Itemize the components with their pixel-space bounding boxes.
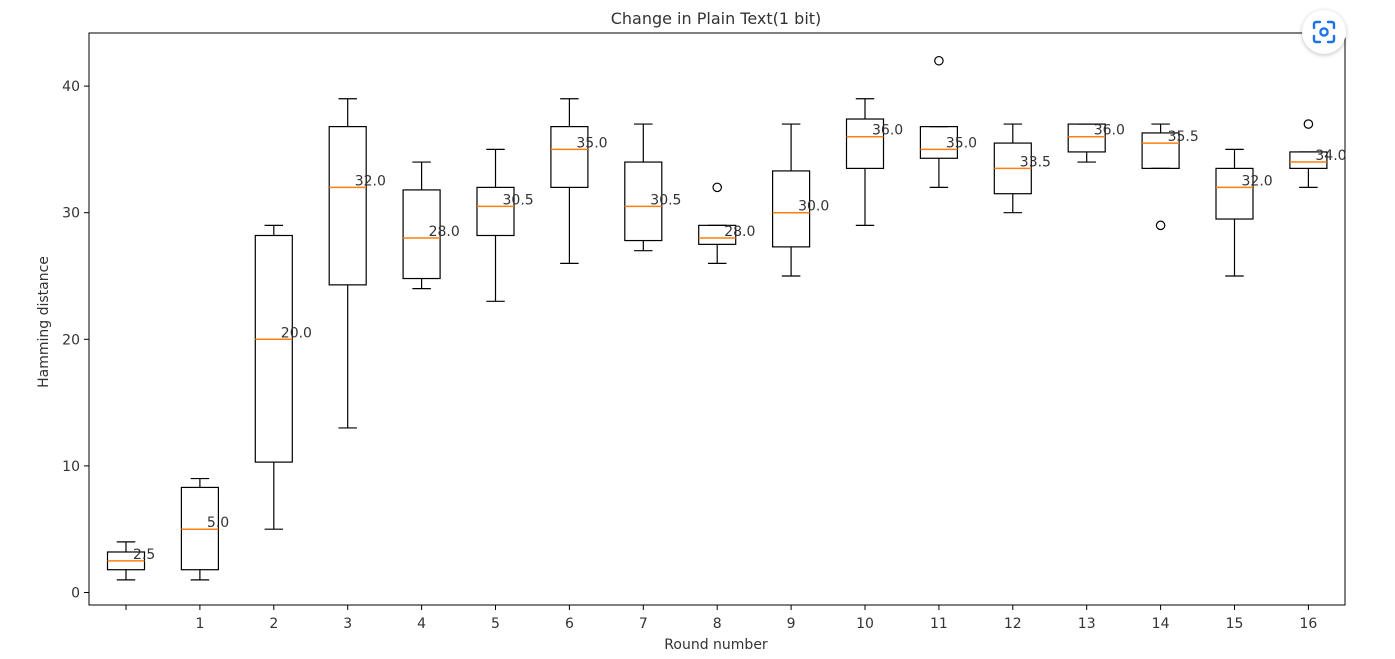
y-tick-label: 20 [62, 332, 80, 348]
box-iqr [476, 186, 515, 237]
box-round-7: 30.5 [624, 123, 681, 252]
box-round-13: 36.0 [1067, 123, 1125, 163]
median-label: 20.0 [281, 325, 312, 341]
boxes-group: 2.5 5.0 20.0 32.0 28.0 30.5 35.0 30.5 28.0 30.0 36… [106, 55, 1347, 581]
median-label: 36.0 [872, 123, 903, 139]
x-tick-label: 1 [195, 616, 204, 632]
box-iqr [698, 224, 737, 245]
outlier-point [934, 55, 944, 66]
y-tick-label: 10 [62, 459, 80, 475]
camera-search-icon [1312, 20, 1336, 44]
box-round-10: 36.0 [845, 98, 903, 226]
plot-frame [88, 32, 1346, 606]
y-tick-label: 0 [71, 586, 80, 602]
box-round-5: 30.5 [476, 148, 534, 302]
x-tick-label: 16 [1299, 616, 1317, 632]
x-axis: 1 2 3 4 5 6 7 8 9 10 11 12 13 14 15 16 [125, 605, 1317, 632]
box-round-1: 5.0 [180, 477, 229, 581]
x-tick-label: 2 [269, 616, 278, 632]
x-tick-label: 7 [639, 616, 648, 632]
y-axis: 0 10 20 30 40 [62, 79, 89, 602]
median-label: 28.0 [724, 224, 755, 240]
x-tick-label: 3 [343, 616, 352, 632]
median-label: 36.0 [1094, 123, 1125, 139]
box-iqr [919, 126, 959, 159]
outlier-point [712, 182, 722, 193]
x-tick-label: 9 [787, 616, 796, 632]
y-tick-label: 40 [62, 79, 80, 95]
median-label: 35.5 [1168, 129, 1199, 145]
median-label: 33.5 [1020, 154, 1051, 170]
x-tick-label: 10 [856, 616, 874, 632]
box-iqr [254, 234, 293, 463]
x-tick-label: 14 [1152, 616, 1170, 632]
box-iqr [624, 161, 663, 242]
outlier-point [1303, 119, 1314, 129]
box-iqr [550, 126, 589, 188]
box-iqr [845, 118, 885, 169]
lens-search-button[interactable] [1302, 10, 1346, 54]
median-label: 35.0 [946, 135, 977, 151]
box-round-3: 32.0 [328, 98, 386, 429]
median-label: 30.0 [798, 199, 829, 215]
box-round-0: 2.5 [106, 541, 155, 581]
median-label: 30.5 [650, 192, 681, 208]
x-tick-label: 11 [930, 616, 948, 632]
x-tick-label: 4 [417, 616, 426, 632]
x-axis-label: Round number [664, 637, 768, 653]
box-round-12: 33.5 [993, 123, 1051, 214]
x-tick-label: 5 [491, 616, 500, 632]
box-round-15: 32.0 [1215, 148, 1273, 277]
box-round-4: 28.0 [402, 161, 460, 290]
median-label: 28.0 [429, 224, 460, 240]
median-label: 5.0 [207, 515, 229, 531]
box-iqr [1141, 132, 1180, 169]
x-tick-label: 8 [713, 616, 722, 632]
chart-title: Change in Plain Text(1 bit) [611, 9, 822, 28]
x-tick-label: 6 [565, 616, 574, 632]
box-round-9: 30.0 [771, 123, 829, 277]
x-tick-label: 13 [1078, 616, 1096, 632]
y-tick-label: 30 [62, 206, 80, 222]
box-iqr [402, 189, 441, 280]
box-round-6: 35.0 [550, 98, 608, 264]
x-tick-label: 15 [1226, 616, 1244, 632]
x-tick-label: 12 [1004, 616, 1022, 632]
median-label: 32.0 [1242, 173, 1273, 189]
median-label: 30.5 [503, 192, 534, 208]
box-iqr [1067, 123, 1106, 153]
box-round-8: 28.0 [698, 182, 755, 264]
y-axis-label: Hamming distance [36, 256, 52, 388]
box-round-16: 34.0 [1289, 119, 1347, 188]
median-label: 32.0 [355, 173, 386, 189]
median-label: 34.0 [1315, 148, 1346, 164]
box-round-11: 35.0 [919, 55, 977, 188]
box-round-14: 35.5 [1141, 123, 1199, 231]
outlier-point [1155, 220, 1166, 231]
median-label: 35.0 [576, 135, 607, 151]
box-round-2: 20.0 [254, 224, 312, 530]
box-iqr [1215, 167, 1254, 220]
box-iqr [771, 170, 811, 248]
box-iqr [1289, 151, 1328, 169]
box-iqr [328, 126, 367, 286]
median-label: 2.5 [133, 547, 155, 563]
